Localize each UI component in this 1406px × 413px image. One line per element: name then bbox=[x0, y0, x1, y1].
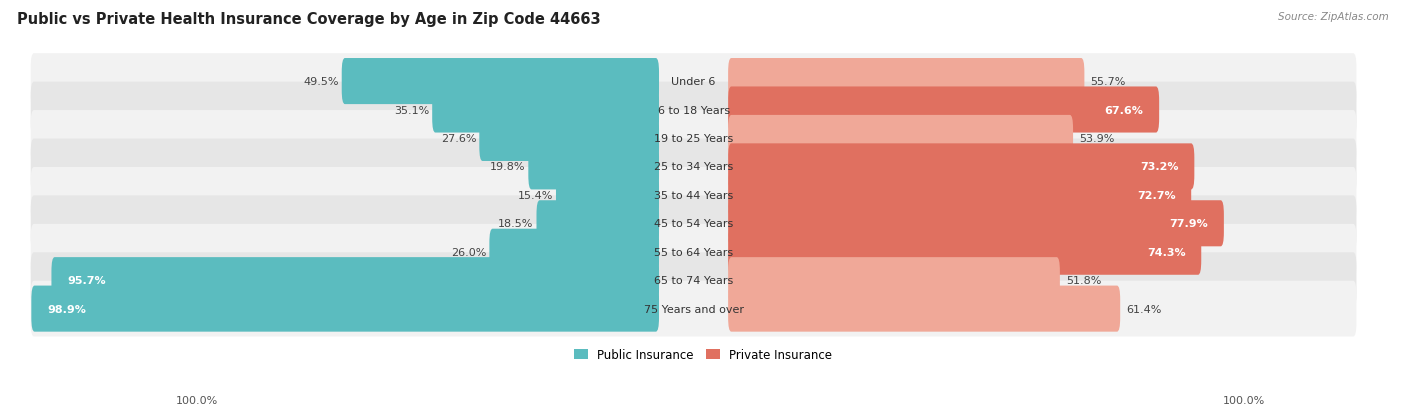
FancyBboxPatch shape bbox=[489, 229, 659, 275]
Legend: Public Insurance, Private Insurance: Public Insurance, Private Insurance bbox=[574, 348, 832, 361]
Text: 19 to 25 Years: 19 to 25 Years bbox=[654, 134, 733, 144]
FancyBboxPatch shape bbox=[52, 258, 659, 304]
FancyBboxPatch shape bbox=[31, 281, 1357, 337]
Text: 74.3%: 74.3% bbox=[1147, 247, 1185, 257]
Text: 15.4%: 15.4% bbox=[517, 190, 553, 200]
Text: 51.8%: 51.8% bbox=[1066, 275, 1101, 285]
FancyBboxPatch shape bbox=[31, 139, 1357, 195]
Text: 75 Years and over: 75 Years and over bbox=[644, 304, 744, 314]
Text: 26.0%: 26.0% bbox=[451, 247, 486, 257]
FancyBboxPatch shape bbox=[728, 172, 1191, 218]
FancyBboxPatch shape bbox=[31, 54, 1357, 110]
Text: Source: ZipAtlas.com: Source: ZipAtlas.com bbox=[1278, 12, 1389, 22]
FancyBboxPatch shape bbox=[31, 111, 1357, 166]
Text: Under 6: Under 6 bbox=[672, 77, 716, 87]
Text: 49.5%: 49.5% bbox=[304, 77, 339, 87]
FancyBboxPatch shape bbox=[728, 258, 1060, 304]
FancyBboxPatch shape bbox=[31, 168, 1357, 223]
Text: 53.9%: 53.9% bbox=[1080, 134, 1115, 144]
Text: 98.9%: 98.9% bbox=[46, 304, 86, 314]
Text: 65 to 74 Years: 65 to 74 Years bbox=[654, 275, 733, 285]
FancyBboxPatch shape bbox=[529, 144, 659, 190]
FancyBboxPatch shape bbox=[728, 229, 1201, 275]
Text: 25 to 34 Years: 25 to 34 Years bbox=[654, 162, 733, 172]
FancyBboxPatch shape bbox=[31, 253, 1357, 308]
Text: 19.8%: 19.8% bbox=[489, 162, 526, 172]
FancyBboxPatch shape bbox=[31, 83, 1357, 138]
Text: 100.0%: 100.0% bbox=[176, 395, 218, 405]
FancyBboxPatch shape bbox=[728, 286, 1121, 332]
Text: 72.7%: 72.7% bbox=[1137, 190, 1175, 200]
Text: 95.7%: 95.7% bbox=[67, 275, 105, 285]
Text: 77.9%: 77.9% bbox=[1170, 219, 1208, 229]
Text: 55.7%: 55.7% bbox=[1091, 77, 1126, 87]
FancyBboxPatch shape bbox=[31, 196, 1357, 252]
Text: 45 to 54 Years: 45 to 54 Years bbox=[654, 219, 733, 229]
Text: 27.6%: 27.6% bbox=[440, 134, 477, 144]
Text: 35.1%: 35.1% bbox=[394, 105, 429, 115]
FancyBboxPatch shape bbox=[555, 172, 659, 218]
FancyBboxPatch shape bbox=[342, 59, 659, 105]
FancyBboxPatch shape bbox=[31, 224, 1357, 280]
FancyBboxPatch shape bbox=[479, 116, 659, 161]
FancyBboxPatch shape bbox=[728, 59, 1084, 105]
FancyBboxPatch shape bbox=[728, 116, 1073, 161]
FancyBboxPatch shape bbox=[728, 201, 1223, 247]
FancyBboxPatch shape bbox=[728, 144, 1194, 190]
Text: Public vs Private Health Insurance Coverage by Age in Zip Code 44663: Public vs Private Health Insurance Cover… bbox=[17, 12, 600, 27]
Text: 61.4%: 61.4% bbox=[1126, 304, 1161, 314]
Text: 35 to 44 Years: 35 to 44 Years bbox=[654, 190, 733, 200]
FancyBboxPatch shape bbox=[537, 201, 659, 247]
Text: 73.2%: 73.2% bbox=[1140, 162, 1178, 172]
Text: 18.5%: 18.5% bbox=[498, 219, 533, 229]
Text: 100.0%: 100.0% bbox=[1223, 395, 1265, 405]
Text: 67.6%: 67.6% bbox=[1105, 105, 1143, 115]
Text: 6 to 18 Years: 6 to 18 Years bbox=[658, 105, 730, 115]
FancyBboxPatch shape bbox=[432, 87, 659, 133]
FancyBboxPatch shape bbox=[31, 286, 659, 332]
FancyBboxPatch shape bbox=[728, 87, 1159, 133]
Text: 55 to 64 Years: 55 to 64 Years bbox=[654, 247, 733, 257]
